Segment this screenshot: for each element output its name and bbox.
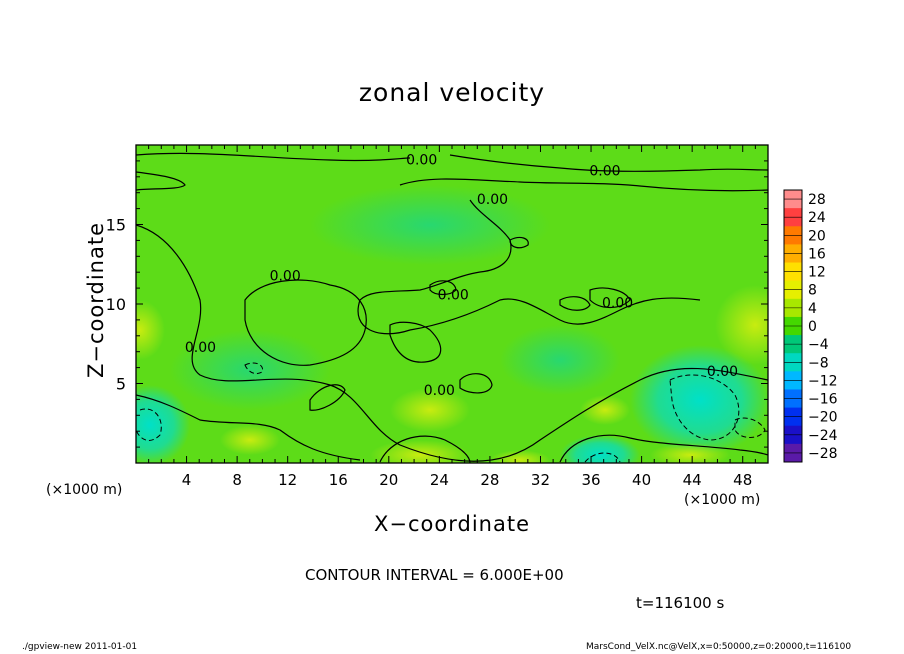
y-tick-label: 15 <box>106 216 126 235</box>
program-stamp: ./gpview-new 2011-01-01 <box>22 642 138 652</box>
contour-label: 0.00 <box>406 152 437 168</box>
contour-label: 0.00 <box>438 287 469 303</box>
y-tick-label: 10 <box>106 295 126 314</box>
colorbar-label: 8 <box>808 283 817 299</box>
colorbar-label: 20 <box>808 228 826 244</box>
y-unit-label: (×1000 m) <box>46 482 123 498</box>
colorbar-label: −12 <box>808 373 838 389</box>
x-tick-label: 44 <box>683 471 702 489</box>
colorbar: 28 24 20 16 12 8 4 0 −4 −8 −12 −16 −20 −24 −28 <box>783 189 838 463</box>
y-tick-label: 5 <box>116 375 126 394</box>
colorbar-label: 16 <box>808 246 826 262</box>
x-tick-label: 24 <box>430 471 449 489</box>
contour-label: 0.00 <box>707 364 738 380</box>
contour-interval-text: CONTOUR INTERVAL = 6.000E+00 <box>305 566 564 584</box>
contour-label: 0.00 <box>270 268 301 284</box>
contour-label: 0.00 <box>602 295 633 311</box>
x-tick-label: 8 <box>232 471 242 489</box>
x-axis-label: X−coordinate <box>374 512 530 536</box>
x-tick-label: 36 <box>581 471 600 489</box>
colorbar-label: 0 <box>808 319 817 335</box>
colorbar-label: −20 <box>808 410 838 426</box>
x-axis-ticks: 4 8 12 16 20 24 28 32 36 40 44 48 <box>148 145 756 489</box>
x-tick-label: 16 <box>329 471 348 489</box>
colorbar-label: −16 <box>808 392 838 408</box>
chart-title: zonal velocity <box>358 78 546 107</box>
x-tick-label: 40 <box>632 471 651 489</box>
contour-label: 0.00 <box>185 340 216 356</box>
colorbar-label: −24 <box>808 428 838 444</box>
colorbar-label: 24 <box>808 210 826 226</box>
x-tick-label: 20 <box>379 471 398 489</box>
x-unit-label: (×1000 m) <box>684 492 761 508</box>
contour-label: 0.00 <box>424 383 455 399</box>
contour-label: 0.00 <box>589 163 620 179</box>
colorbar-label: −8 <box>808 355 829 371</box>
source-stamp: MarsCond_VelX.nc@VelX,x=0:50000,z=0:2000… <box>586 642 852 652</box>
x-tick-label: 12 <box>278 471 297 489</box>
x-tick-label: 48 <box>733 471 752 489</box>
x-tick-label: 28 <box>480 471 499 489</box>
x-tick-label: 32 <box>531 471 550 489</box>
colorbar-label: −28 <box>808 446 838 462</box>
y-axis-ticks: 5 10 15 <box>106 160 768 448</box>
contour-label: 0.00 <box>477 192 508 208</box>
heatmap-field <box>136 145 768 463</box>
contour-labels: 0.00 0.00 0.00 0.00 0.00 0.00 0.00 0.00 0.00 <box>185 152 738 399</box>
x-tick-label: 4 <box>182 471 192 489</box>
time-label: t=116100 s <box>636 594 725 612</box>
colorbar-label: 4 <box>808 301 817 317</box>
colorbar-label: 28 <box>808 192 826 208</box>
colorbar-label: 12 <box>808 265 826 281</box>
colorbar-label: −4 <box>808 337 829 353</box>
